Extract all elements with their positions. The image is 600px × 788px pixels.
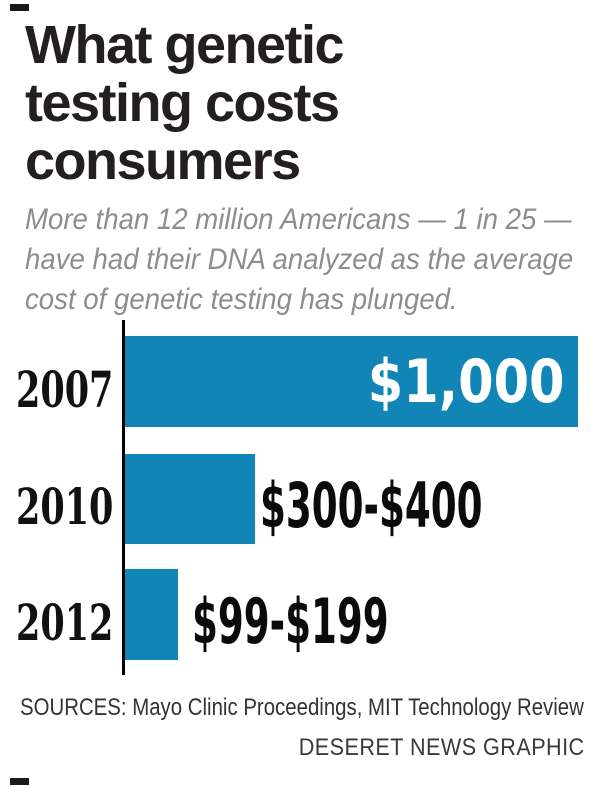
credit-line: DESERET NEWS GRAPHIC: [299, 734, 585, 761]
subtitle-line-2: have had their DNA analyzed as the avera…: [25, 243, 574, 276]
bar-2010: [125, 454, 255, 544]
value-label-2012: $99-$199: [192, 585, 389, 658]
sources-line: SOURCES: Mayo Clinic Proceedings, MIT Te…: [20, 694, 584, 721]
title-line-2: testing costs: [25, 73, 340, 133]
subtitle-line-1: More than 12 million Americans — 1 in 25…: [25, 203, 572, 236]
title-line-3: consumers: [25, 131, 301, 191]
bar-2007: $1,000: [125, 336, 578, 427]
bar-2012: [125, 569, 178, 660]
category-label-2010: 2010: [16, 477, 114, 536]
category-label-2012: 2012: [16, 593, 114, 652]
page-title: What genetic testing costs consumers: [25, 16, 585, 190]
corner-mark-bottom: [10, 778, 29, 785]
category-label-2007: 2007: [16, 360, 114, 419]
value-label-2007: $1,000: [368, 346, 565, 417]
corner-mark-top: [10, 4, 29, 11]
chart-axis-line: [122, 320, 125, 675]
value-label-2010: $300-$400: [260, 469, 483, 542]
bar-chart: 2007 2010 2012 $1,000 $300-$400 $99-$199: [0, 310, 600, 680]
subtitle: More than 12 million Americans — 1 in 25…: [25, 200, 577, 320]
title-line-1: What genetic: [25, 15, 345, 75]
subtitle-line-3: cost of genetic testing has plunged.: [25, 283, 458, 316]
